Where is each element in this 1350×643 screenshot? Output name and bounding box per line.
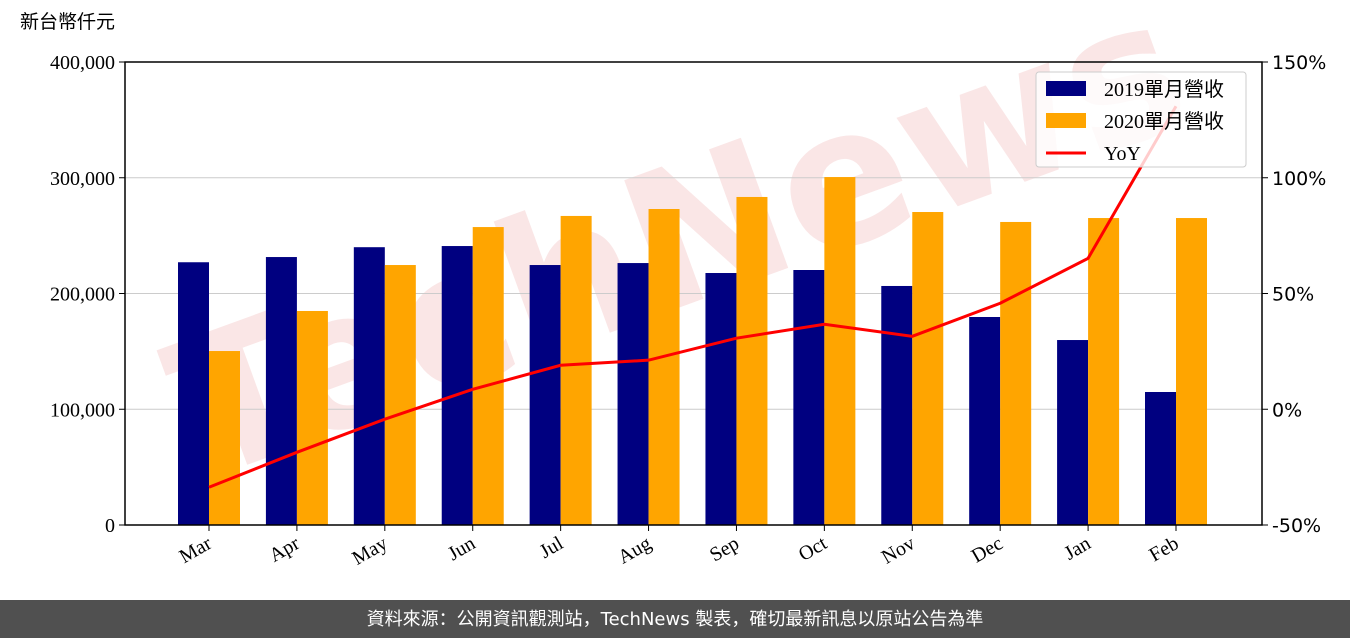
x-tick-label: Jun — [444, 532, 479, 565]
x-tick-label: Apr — [265, 532, 303, 567]
plot-frame — [124, 61, 1263, 526]
y2-tick-label: 150% — [1272, 52, 1326, 74]
source-note: 資料來源：公開資訊觀測站，TechNews 製表，確切最新訊息以原站公告為準 — [367, 609, 984, 630]
bar — [1088, 218, 1120, 525]
y2-tick-label: -50% — [1272, 515, 1321, 537]
x-tick-label: Oct — [795, 532, 831, 566]
bar — [617, 263, 649, 525]
bar — [296, 310, 328, 525]
x-tick-label: Jul — [536, 532, 568, 563]
legend-box — [1035, 71, 1247, 168]
bar — [881, 285, 913, 525]
bar — [1057, 340, 1089, 525]
y-tick-label: 100,000 — [50, 399, 115, 421]
y2-tick-label: 100% — [1272, 168, 1326, 190]
bar — [793, 270, 825, 525]
x-tick-label: Jan — [1060, 532, 1094, 564]
x-tick-label: Mar — [176, 532, 216, 568]
bar — [648, 209, 680, 525]
legend-label: 2019單月營收 — [1104, 78, 1224, 101]
bar — [1176, 218, 1207, 525]
bar — [705, 273, 737, 525]
legend-swatch — [1046, 113, 1086, 128]
bar — [824, 177, 856, 526]
y2-tick-label: 50% — [1272, 284, 1314, 306]
x-tick-label: Sep — [706, 532, 743, 566]
y-tick-label: 0 — [105, 515, 115, 537]
x-tick-label: May — [349, 532, 392, 569]
legend-label: 2020單月營收 — [1104, 110, 1224, 133]
bar — [353, 247, 385, 525]
y2-tick-label: 0% — [1272, 399, 1302, 421]
bar — [1145, 392, 1176, 525]
bar — [209, 351, 240, 525]
bar — [969, 316, 1001, 525]
x-tick-label: Feb — [1146, 532, 1183, 566]
bar — [560, 215, 592, 525]
bar — [384, 265, 416, 525]
bar — [265, 257, 297, 525]
bar — [1000, 221, 1032, 526]
x-tick-label: Dec — [968, 532, 1007, 567]
bar — [736, 196, 768, 526]
y-tick-label: 200,000 — [50, 284, 115, 306]
y-tick-label: 400,000 — [50, 52, 115, 74]
x-tick-label: Aug — [614, 532, 655, 568]
bar — [912, 212, 944, 525]
bar — [472, 227, 504, 525]
x-tick-label: Nov — [878, 532, 919, 568]
y-axis-unit: 新台幣仟元 — [20, 11, 115, 33]
legend-swatch — [1046, 81, 1086, 96]
legend-label: YoY — [1104, 143, 1141, 165]
line — [208, 105, 1178, 489]
footer-bar — [0, 600, 1350, 638]
bar — [529, 265, 561, 525]
bar — [441, 246, 473, 526]
bar — [178, 262, 209, 525]
y-tick-label: 300,000 — [50, 168, 115, 190]
